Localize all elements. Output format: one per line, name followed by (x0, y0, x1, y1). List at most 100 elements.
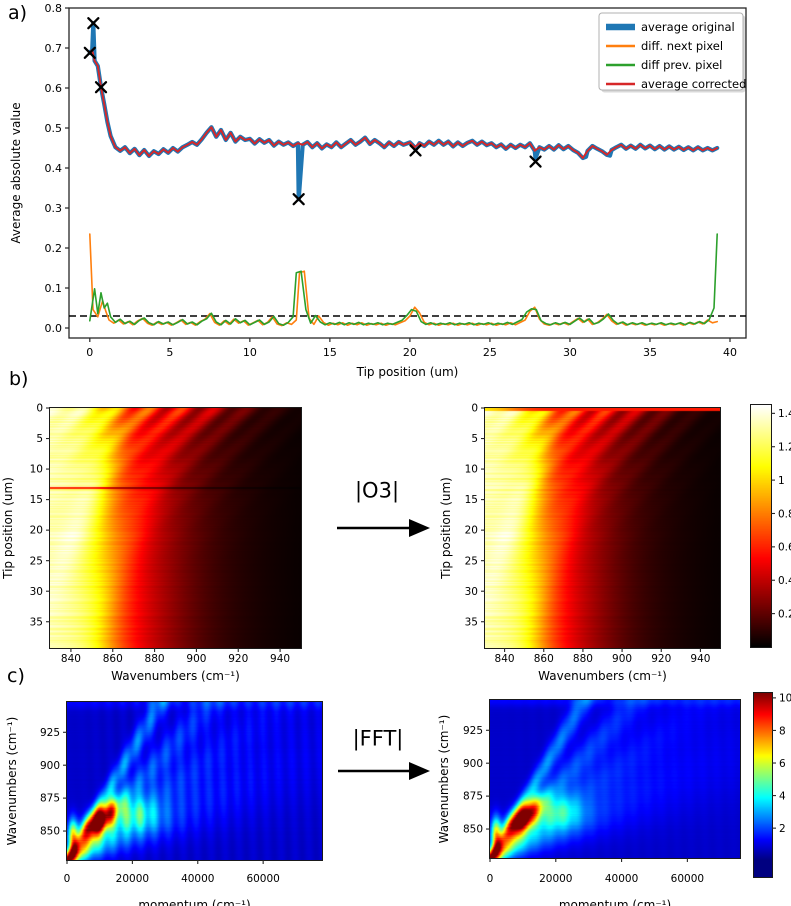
svg-text:0.6: 0.6 (45, 82, 63, 95)
svg-text:840: 840 (61, 653, 81, 665)
svg-text:40: 40 (723, 346, 737, 359)
svg-text:880: 880 (573, 653, 593, 665)
operator-label-o3: |O3| (354, 478, 400, 503)
svg-text:20000: 20000 (116, 873, 149, 885)
svg-text:940: 940 (270, 653, 290, 665)
heatmap-c-fft-corrected (490, 700, 740, 858)
svg-text:20: 20 (403, 346, 417, 359)
panel-c-label: c) (7, 665, 25, 687)
svg-text:Wavenumbers (cm⁻¹): Wavenumbers (cm⁻¹) (437, 715, 451, 844)
svg-text:925: 925 (40, 727, 60, 739)
svg-text:Wavenumbers (cm⁻¹): Wavenumbers (cm⁻¹) (111, 669, 240, 683)
svg-text:25: 25 (30, 555, 43, 567)
svg-text:1: 1 (778, 475, 785, 487)
svg-text:20000: 20000 (539, 873, 572, 885)
svg-text:0: 0 (86, 346, 93, 359)
svg-text:4: 4 (779, 790, 786, 802)
svg-text:0.5: 0.5 (45, 122, 63, 135)
svg-text:0.8: 0.8 (778, 508, 791, 520)
svg-text:15: 15 (30, 494, 43, 506)
svg-text:10: 10 (465, 464, 478, 476)
svg-text:Tip position (um): Tip position (um) (356, 365, 459, 379)
svg-text:0.8: 0.8 (45, 2, 63, 15)
svg-text:1.2: 1.2 (778, 442, 791, 454)
svg-text:10: 10 (243, 346, 257, 359)
svg-text:860: 860 (103, 653, 123, 665)
svg-text:momentum (cm⁻¹): momentum (cm⁻¹) (138, 898, 250, 906)
svg-text:Tip position (um): Tip position (um) (439, 477, 453, 580)
svg-text:0: 0 (64, 873, 71, 885)
svg-text:920: 920 (651, 653, 671, 665)
svg-text:940: 940 (690, 653, 710, 665)
svg-text:35: 35 (643, 346, 657, 359)
svg-text:6: 6 (779, 758, 786, 770)
svg-text:30: 30 (563, 346, 577, 359)
svg-text:0.2: 0.2 (45, 242, 63, 255)
svg-text:average corrected: average corrected (641, 77, 746, 91)
svg-text:30: 30 (465, 586, 478, 598)
heatmap-c-fft-original (67, 702, 322, 860)
svg-text:920: 920 (228, 653, 248, 665)
svg-text:Wavenumbers (cm⁻¹): Wavenumbers (cm⁻¹) (538, 669, 667, 683)
svg-text:25: 25 (465, 555, 478, 567)
svg-text:diff. next pixel: diff. next pixel (641, 39, 723, 53)
svg-text:850: 850 (40, 826, 60, 838)
svg-text:1.4: 1.4 (778, 408, 791, 420)
svg-text:momentum (cm⁻¹): momentum (cm⁻¹) (559, 898, 671, 906)
svg-text:diff prev. pixel: diff prev. pixel (641, 58, 722, 72)
svg-text:0.4: 0.4 (778, 575, 791, 587)
svg-text:Wavenumbers (cm⁻¹): Wavenumbers (cm⁻¹) (5, 717, 19, 846)
svg-text:840: 840 (495, 653, 515, 665)
svg-text:900: 900 (40, 760, 60, 772)
svg-text:0.0: 0.0 (45, 322, 63, 335)
svg-text:0.7: 0.7 (45, 42, 63, 55)
svg-text:0.1: 0.1 (45, 282, 63, 295)
svg-text:5: 5 (36, 433, 43, 445)
svg-text:Tip position (um): Tip position (um) (1, 477, 15, 580)
svg-text:15: 15 (323, 346, 337, 359)
svg-text:20: 20 (30, 525, 43, 537)
colorbar-b (751, 405, 771, 647)
svg-text:0.2: 0.2 (778, 608, 791, 620)
svg-text:35: 35 (465, 616, 478, 628)
svg-text:900: 900 (186, 653, 206, 665)
panel-a-label: a) (8, 2, 28, 24)
svg-text:0.3: 0.3 (45, 202, 63, 215)
svg-text:925: 925 (463, 725, 483, 737)
panel-b-label: b) (9, 368, 29, 390)
svg-text:880: 880 (145, 653, 165, 665)
svg-text:20: 20 (465, 525, 478, 537)
svg-text:10: 10 (779, 693, 791, 705)
svg-text:average original: average original (641, 20, 735, 34)
svg-text:860: 860 (534, 653, 554, 665)
svg-text:875: 875 (463, 791, 483, 803)
svg-text:8: 8 (779, 725, 786, 737)
svg-text:60000: 60000 (671, 873, 704, 885)
heatmap-b-original (50, 408, 301, 648)
svg-text:900: 900 (463, 758, 483, 770)
svg-text:40000: 40000 (605, 873, 638, 885)
operator-label-fft: |FFT| (352, 726, 404, 751)
heatmap-b-corrected (485, 408, 720, 648)
svg-text:30: 30 (30, 586, 43, 598)
svg-text:60000: 60000 (246, 873, 279, 885)
svg-text:5: 5 (166, 346, 173, 359)
svg-text:0: 0 (487, 873, 494, 885)
colorbar-c (754, 693, 772, 877)
svg-text:900: 900 (612, 653, 632, 665)
svg-text:0: 0 (36, 403, 43, 415)
svg-text:5: 5 (471, 433, 478, 445)
svg-text:40000: 40000 (181, 873, 214, 885)
svg-text:2: 2 (779, 823, 786, 835)
svg-text:0.6: 0.6 (778, 542, 791, 554)
svg-text:850: 850 (463, 824, 483, 836)
svg-text:875: 875 (40, 793, 60, 805)
svg-text:15: 15 (465, 494, 478, 506)
svg-text:0: 0 (471, 403, 478, 415)
svg-text:Average absolute value: Average absolute value (9, 102, 23, 243)
svg-text:0.4: 0.4 (45, 162, 63, 175)
svg-text:10: 10 (30, 464, 43, 476)
svg-text:35: 35 (30, 616, 43, 628)
